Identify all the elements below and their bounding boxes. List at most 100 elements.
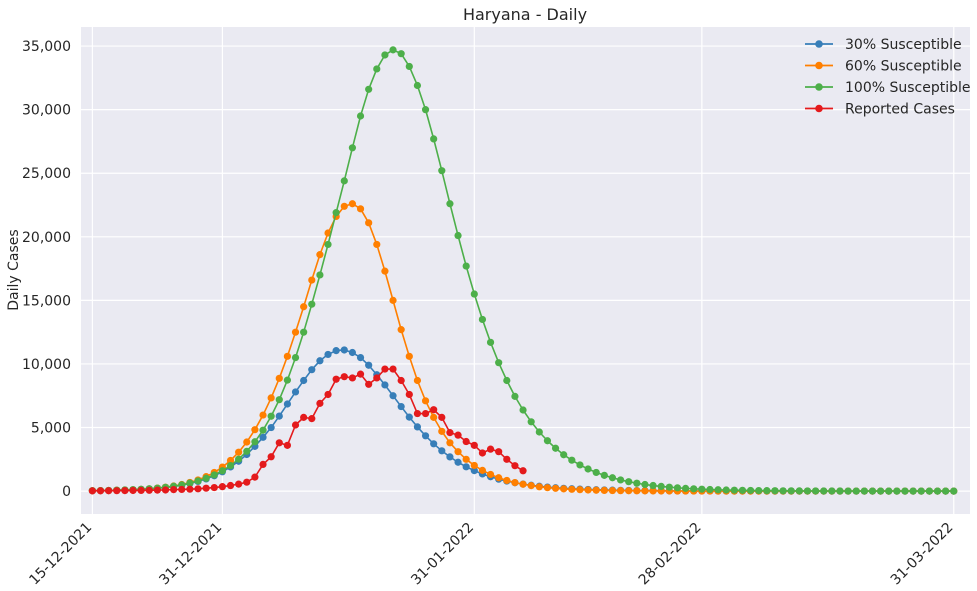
data-point: [145, 486, 153, 494]
data-point: [909, 487, 917, 495]
data-point: [365, 219, 373, 227]
data-point: [202, 474, 210, 482]
legend: 30% Susceptible 60% Susceptible 100% Susce…: [805, 37, 971, 118]
data-point: [88, 487, 96, 495]
data-point: [381, 51, 389, 59]
data-point: [348, 348, 357, 357]
data-point: [308, 300, 316, 308]
data-point: [381, 381, 389, 389]
data-point: [283, 352, 291, 360]
data-point: [576, 461, 584, 469]
data-point: [511, 392, 519, 400]
data-point: [527, 482, 535, 490]
data-point: [259, 426, 267, 434]
data-point: [519, 467, 527, 475]
data-point: [405, 62, 413, 71]
data-point: [560, 451, 568, 459]
data-point: [438, 427, 446, 435]
data-point: [462, 437, 470, 446]
data-point: [251, 473, 259, 481]
data-point: [495, 359, 503, 367]
data-point: [421, 432, 430, 440]
y-tick-label: 5,000: [31, 421, 71, 437]
data-point: [235, 448, 243, 456]
data-point: [275, 439, 283, 447]
data-point: [616, 476, 625, 484]
data-point: [771, 487, 779, 495]
data-point: [356, 370, 365, 378]
legend-item: 60% Susceptible: [805, 59, 962, 75]
data-point: [430, 440, 438, 448]
data-point: [300, 303, 308, 311]
data-point: [763, 487, 771, 495]
data-point: [714, 486, 722, 494]
data-point: [186, 479, 194, 487]
data-point: [925, 487, 933, 495]
data-point: [324, 350, 332, 359]
data-point: [462, 262, 470, 270]
legend-label: Reported Cases: [845, 102, 955, 118]
data-point: [405, 352, 413, 360]
data-point: [592, 468, 600, 477]
data-point: [600, 486, 608, 494]
data-point: [738, 486, 747, 494]
data-point: [259, 411, 267, 419]
data-point: [608, 474, 617, 482]
legend-item: 100% Susceptible: [805, 80, 971, 96]
data-point: [486, 470, 495, 479]
x-tick-label: 31-03-2022: [888, 520, 957, 589]
data-point: [275, 374, 283, 382]
data-point: [649, 487, 657, 495]
data-point: [397, 402, 405, 411]
data-point: [568, 456, 576, 464]
data-point: [486, 445, 495, 453]
data-point: [235, 455, 243, 463]
data-point: [300, 413, 308, 421]
data-point: [348, 374, 357, 382]
data-point: [308, 415, 316, 423]
data-point: [96, 487, 105, 495]
data-point: [421, 397, 430, 405]
data-point: [348, 200, 357, 208]
data-point: [454, 231, 462, 240]
data-point: [633, 479, 641, 487]
data-point: [300, 376, 308, 385]
y-tick-label: 15,000: [22, 293, 71, 309]
data-point: [446, 439, 454, 447]
data-point: [291, 354, 300, 362]
data-point: [812, 487, 820, 495]
data-point: [568, 485, 576, 493]
data-point: [316, 251, 324, 259]
data-point: [389, 296, 397, 304]
data-point: [730, 486, 738, 494]
data-point: [340, 346, 348, 354]
y-tick-label: 25,000: [22, 166, 71, 182]
legend-label: 100% Susceptible: [845, 80, 971, 96]
data-point: [503, 455, 511, 463]
legend-label: 30% Susceptible: [845, 37, 962, 53]
data-point: [243, 438, 251, 446]
legend-marker: [815, 61, 823, 70]
data-point: [893, 487, 901, 495]
data-point: [470, 441, 478, 449]
data-point: [795, 487, 803, 495]
plot-background: [81, 27, 970, 514]
data-point: [340, 373, 348, 381]
data-point: [584, 486, 592, 494]
data-point: [283, 441, 291, 449]
data-point: [746, 486, 755, 495]
grid: [81, 27, 970, 514]
data-point: [511, 478, 519, 487]
data-point: [316, 271, 324, 279]
data-point: [251, 438, 259, 446]
data-point: [324, 240, 332, 249]
data-point: [503, 476, 511, 485]
data-point: [137, 486, 145, 495]
data-point: [633, 487, 641, 495]
data-point: [600, 471, 608, 479]
data-point: [259, 433, 267, 441]
data-point: [446, 200, 454, 208]
data-point: [356, 354, 365, 362]
data-point: [877, 487, 885, 495]
data-point: [421, 409, 430, 418]
